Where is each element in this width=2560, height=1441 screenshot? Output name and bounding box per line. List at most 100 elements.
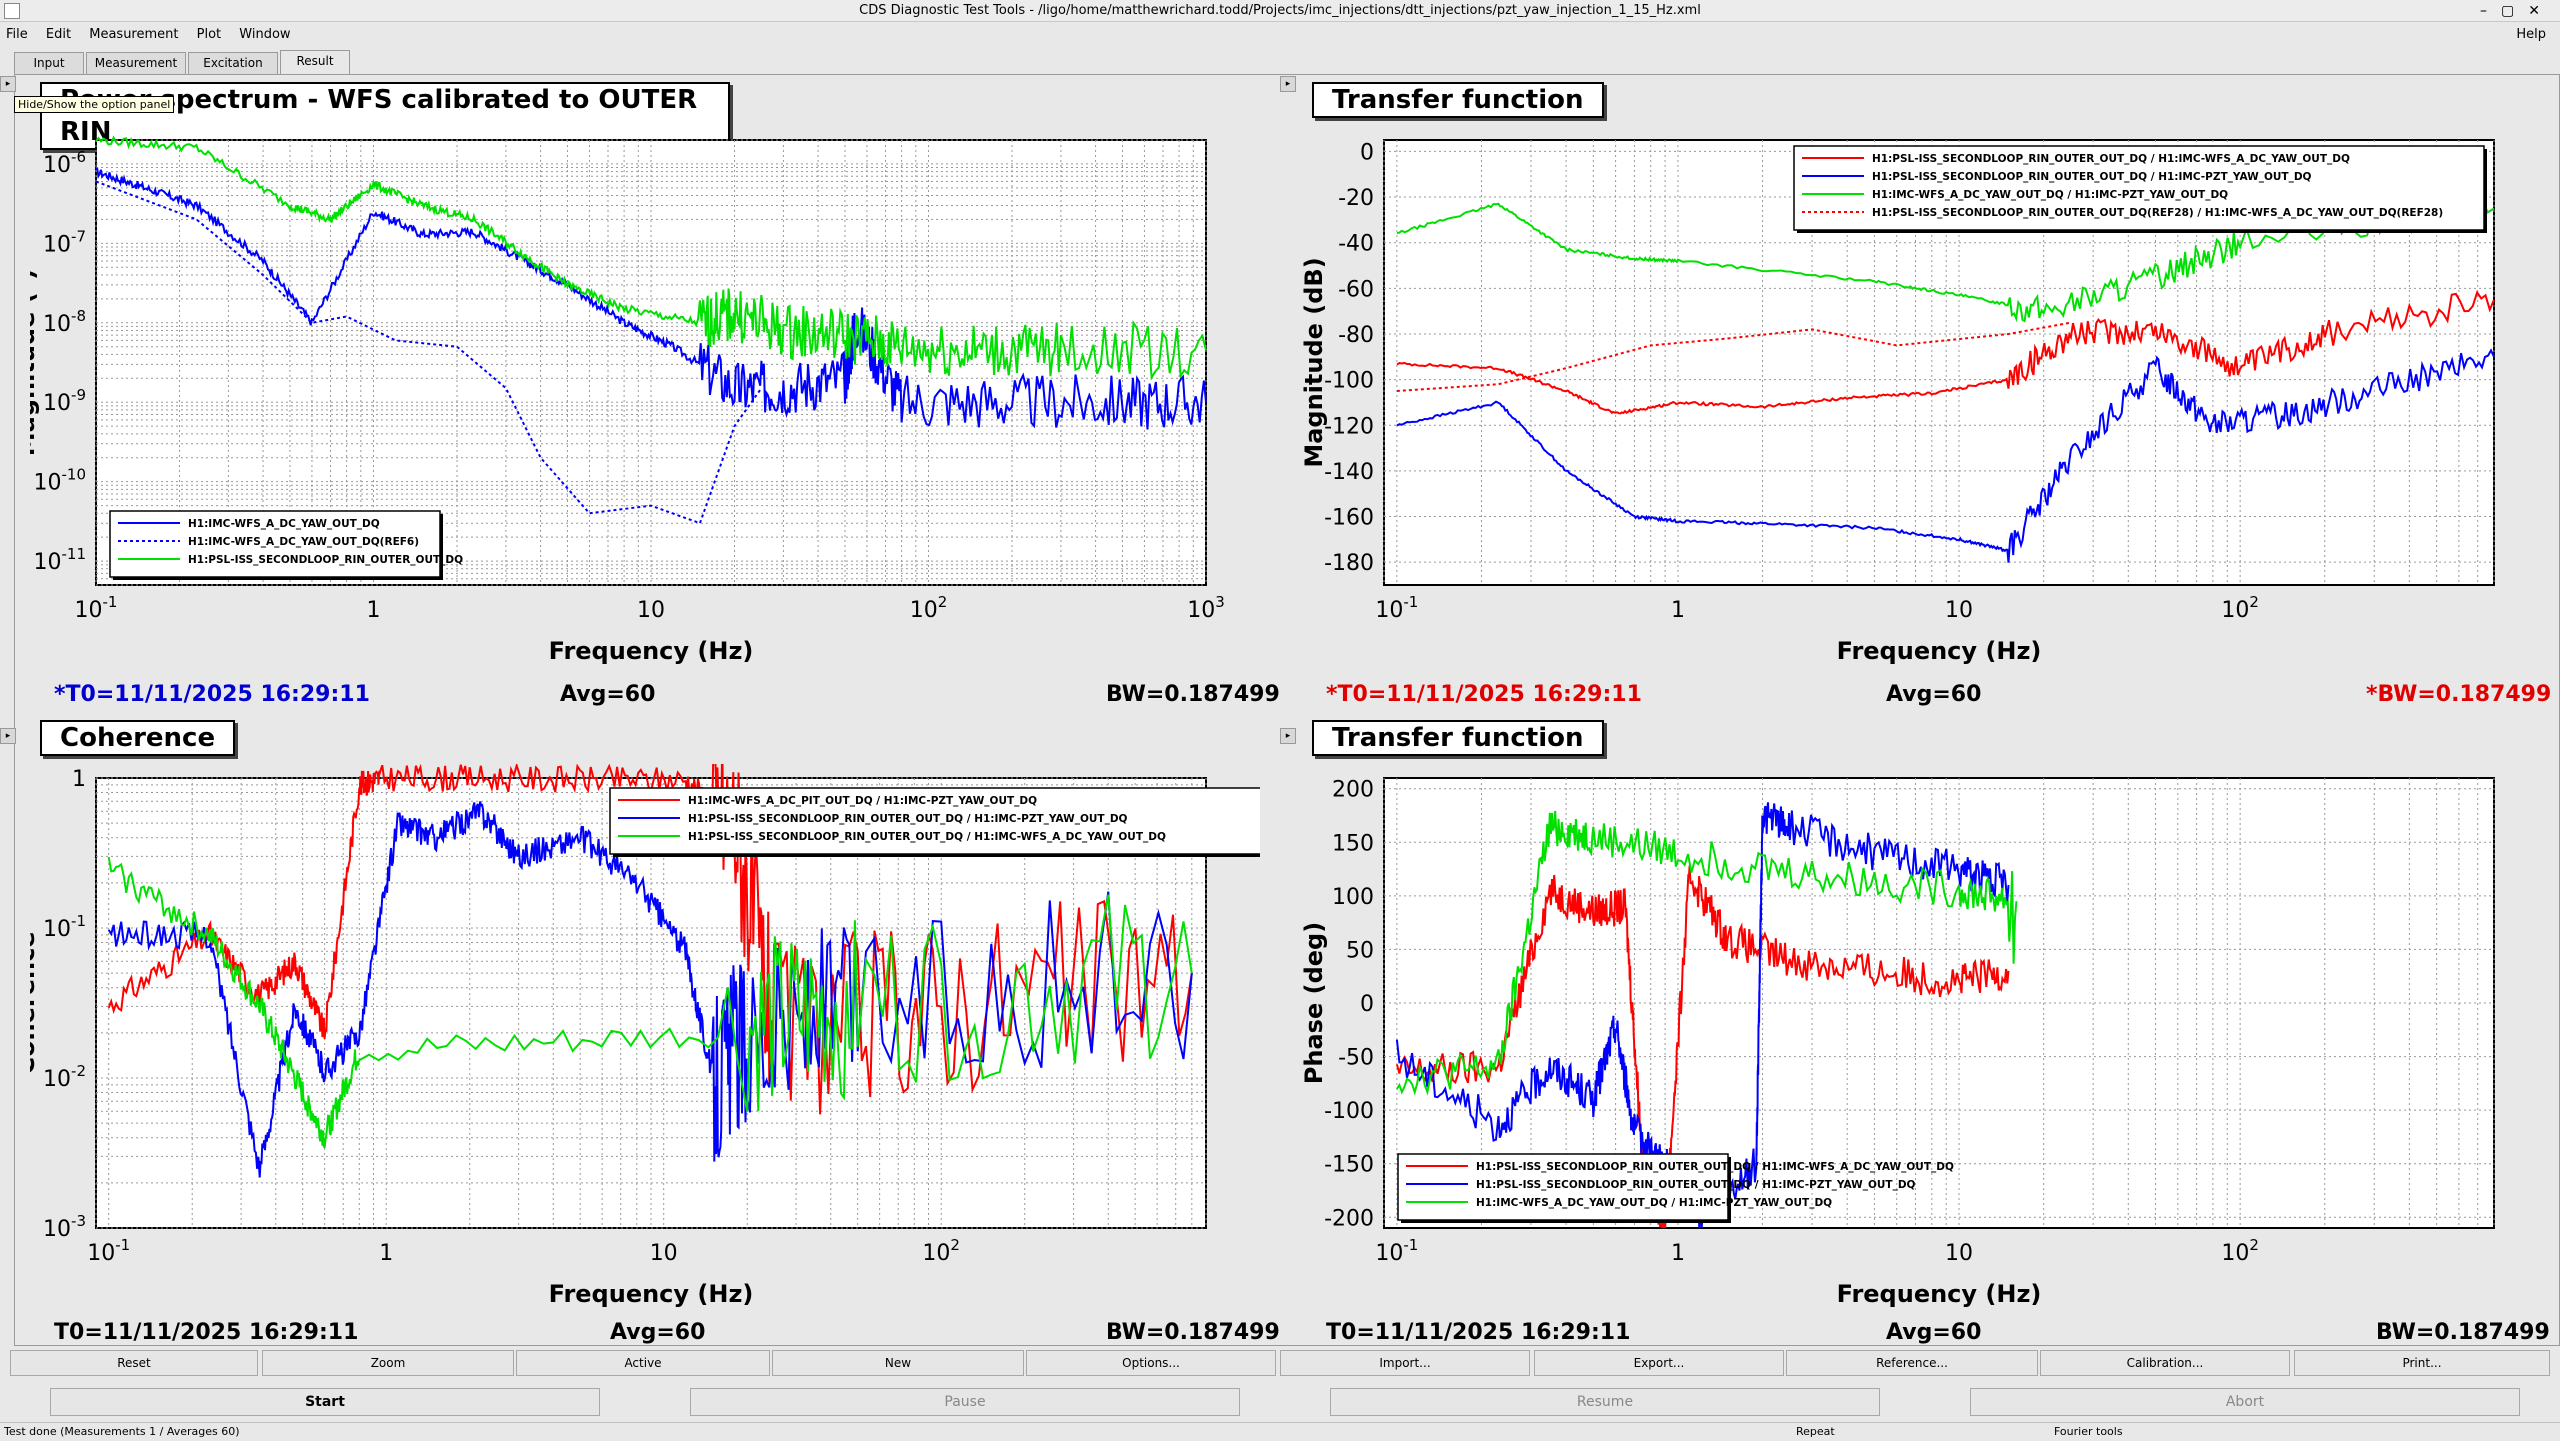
option-panel-toggle-2[interactable]: ▸ [1280, 76, 1296, 92]
y-tick-label: -80 [1338, 323, 1374, 348]
y-axis-label: Coherence [30, 931, 40, 1074]
tab-input[interactable]: Input [14, 52, 84, 74]
active-button[interactable]: Active [516, 1350, 770, 1376]
resume-button[interactable]: Resume [1330, 1388, 1880, 1416]
chart-transfer-magnitude[interactable]: 10-1 1 10 102 0 -20 -40 -60 -80 -100 -120 -140 -160 -… [1300, 126, 2530, 676]
option-panel-toggle-4[interactable]: ▸ [1280, 728, 1296, 744]
x-tick-label: 10-1 [87, 1236, 130, 1266]
app-icon [4, 3, 20, 19]
bw-label: BW=0.187499 [2376, 1320, 2550, 1345]
y-tick-label: 1 [72, 767, 86, 792]
import-button[interactable]: Import... [1280, 1350, 1530, 1376]
status-repeat: Repeat [1796, 1425, 1835, 1438]
x-axis-label: Frequency (Hz) [549, 637, 754, 665]
legend-entry: H1:IMC-WFS_A_DC_YAW_OUT_DQ / H1:IMC-PZT_… [1476, 1197, 1832, 1209]
menubar: File Edit Measurement Plot Window Help [0, 22, 2560, 48]
menu-measurement[interactable]: Measurement [89, 27, 179, 42]
abort-button[interactable]: Abort [1970, 1388, 2520, 1416]
start-button[interactable]: Start [50, 1388, 600, 1416]
avg-label: Avg=60 [560, 682, 656, 707]
export-button[interactable]: Export... [1534, 1350, 1784, 1376]
option-panel-toggle-3[interactable]: ▸ [0, 728, 16, 744]
zoom-button[interactable]: Zoom [262, 1350, 514, 1376]
legend [1397, 1153, 1729, 1221]
y-tick-label: -120 [1324, 414, 1374, 439]
tab-measurement[interactable]: Measurement [86, 52, 186, 74]
t0-label: T0=11/11/2025 16:29:11 [54, 1320, 359, 1345]
series-line [95, 167, 1207, 430]
y-tick-label: 10-6 [43, 148, 86, 178]
panel-title-transfer-phase: Transfer function [1312, 720, 1604, 756]
t0-label: T0=11/11/2025 16:29:11 [1326, 1320, 1631, 1345]
legend-entry: H1:PSL-ISS_SECONDLOOP_RIN_OUTER_OUT_DQ /… [688, 813, 1128, 825]
y-tick-label: -40 [1338, 232, 1374, 257]
x-tick-label: 10 [1945, 1241, 1973, 1266]
y-tick-label: 10-3 [43, 1212, 86, 1242]
y-tick-label: -150 [1324, 1153, 1374, 1178]
y-tick-label: 10-10 [34, 466, 87, 496]
series-line [95, 180, 763, 525]
tab-excitation[interactable]: Excitation [188, 52, 278, 74]
status-bar: Test done (Measurements 1 / Averages 60)… [0, 1422, 2560, 1440]
series-line [107, 764, 1193, 1115]
chart-transfer-phase[interactable]: 10-1 1 10 102 200 150 100 50 0 -50 -100 -150 -200 Fre… [1300, 764, 2530, 1314]
y-tick-label: -60 [1338, 277, 1374, 302]
legend-entry: H1:PSL-ISS_SECONDLOOP_RIN_OUTER_OUT_DQ /… [688, 831, 1166, 843]
y-axis-label: Magnitude (dB) [1300, 257, 1328, 467]
legend-entry: H1:IMC-WFS_A_DC_YAW_OUT_DQ / H1:IMC-PZT_… [1872, 189, 2228, 201]
legend-entry: H1:IMC-WFS_A_DC_PIT_OUT_DQ / H1:IMC-PZT_… [688, 795, 1037, 807]
tab-bar: Input Measurement Excitation Result [0, 50, 2560, 74]
x-tick-label: 1 [1671, 1241, 1685, 1266]
chart-power-spectrum[interactable]: 10-1 1 10 102 10310-1110-1010-910-810-710-6F… [30, 126, 1260, 676]
legend-entry: H1:PSL-ISS_SECONDLOOP_RIN_OUTER_OUT_DQ /… [1872, 171, 2312, 183]
menu-window[interactable]: Window [239, 27, 291, 42]
legend-entry: H1:PSL-ISS_SECONDLOOP_RIN_OUTER_OUT_DQ /… [1872, 153, 2350, 165]
x-tick-label: 1 [379, 1241, 393, 1266]
x-tick-label: 10 [650, 1241, 678, 1266]
y-tick-label: -20 [1338, 186, 1374, 211]
new-button[interactable]: New [772, 1350, 1024, 1376]
series-line [1396, 290, 2495, 415]
y-tick-label: 50 [1346, 938, 1374, 963]
x-tick-label: 102 [2221, 1236, 2259, 1266]
x-tick-label: 10 [1945, 598, 1973, 623]
panel-title-transfer-mag: Transfer function [1312, 82, 1604, 118]
reset-button[interactable]: Reset [10, 1350, 258, 1376]
tab-result[interactable]: Result [280, 50, 350, 74]
legend [1793, 145, 2485, 231]
window-title: CDS Diagnostic Test Tools - /ligo/home/m… [859, 3, 1701, 18]
legend [609, 787, 1260, 855]
window-titlebar: CDS Diagnostic Test Tools - /ligo/home/m… [0, 0, 2560, 22]
x-tick-label: 10 [637, 598, 665, 623]
print-button[interactable]: Print... [2294, 1350, 2550, 1376]
y-tick-label: -180 [1324, 551, 1374, 576]
menu-edit[interactable]: Edit [45, 27, 72, 42]
option-panel-toggle[interactable]: ▸ [0, 76, 16, 92]
y-tick-label: -100 [1324, 369, 1374, 394]
y-tick-label: -200 [1324, 1206, 1374, 1231]
x-tick-label: 1 [1671, 598, 1685, 623]
series-line [107, 856, 1193, 1149]
option-panel-tooltip: Hide/Show the option panel [14, 96, 175, 113]
bw-label: *BW=0.187499 [2366, 682, 2552, 707]
menu-plot[interactable]: Plot [196, 27, 222, 42]
x-axis-label: Frequency (Hz) [549, 1280, 754, 1308]
avg-label: Avg=60 [1886, 682, 1982, 707]
chart-coherence[interactable]: 10-1 1 10 102 10-3 10-2 10-1 1 Frequency (Hz) Coh… [30, 764, 1260, 1314]
menu-file[interactable]: File [6, 27, 28, 42]
y-tick-label: 10-7 [43, 227, 86, 257]
options-button[interactable]: Options... [1026, 1350, 1276, 1376]
y-tick-label: 0 [1360, 140, 1374, 165]
legend-entry: H1:PSL-ISS_SECONDLOOP_RIN_OUTER_OUT_DQ [188, 554, 463, 566]
y-tick-label: 200 [1332, 778, 1374, 803]
menu-help[interactable]: Help [2516, 27, 2546, 42]
y-tick-label: 10-9 [43, 386, 86, 416]
pause-button[interactable]: Pause [690, 1388, 1240, 1416]
legend-entry: H1:PSL-ISS_SECONDLOOP_RIN_OUTER_OUT_DQ /… [1476, 1161, 1954, 1173]
reference-button[interactable]: Reference... [1786, 1350, 2038, 1376]
bw-label: BW=0.187499 [1106, 1320, 1280, 1345]
calibration-button[interactable]: Calibration... [2040, 1350, 2290, 1376]
y-tick-label: 10-1 [43, 912, 86, 942]
panel-title-coherence: Coherence [40, 720, 236, 756]
window-controls[interactable]: –▢✕ [2480, 3, 2554, 19]
